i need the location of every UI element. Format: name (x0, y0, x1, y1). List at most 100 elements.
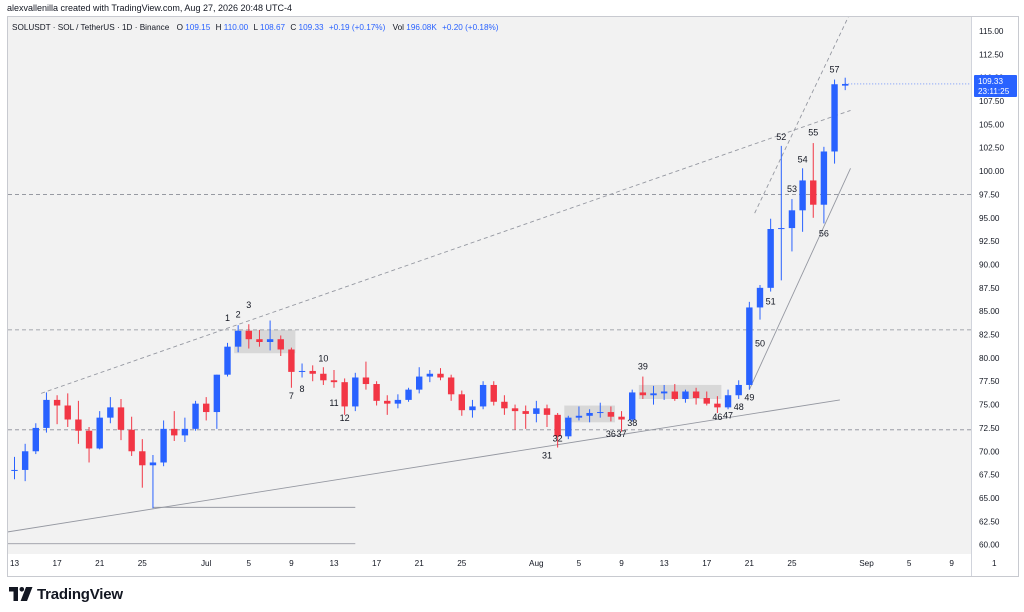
candle (543, 404, 551, 427)
candle (277, 335, 284, 357)
candle-body (277, 339, 284, 350)
last-price-tag-box (974, 74, 1017, 97)
candle (320, 367, 327, 385)
candle-body (820, 151, 828, 205)
time-axis-tick: 21 (415, 559, 425, 568)
tradingview-logo[interactable]: TradingView (9, 584, 123, 604)
candle (330, 370, 338, 388)
candle-body (767, 228, 774, 288)
candle-body (618, 416, 625, 420)
range-box (638, 384, 722, 399)
candle-body (437, 373, 444, 378)
candle (309, 365, 316, 382)
candle-count-label: 47 (723, 410, 733, 420)
time-axis-tick: 5 (907, 559, 912, 568)
range-box (234, 329, 296, 354)
candle-body (181, 428, 189, 436)
last-price-tag: 109.33 23:11:25 (974, 74, 1017, 97)
time-axis-tick: 17 (53, 559, 63, 568)
candle-body (522, 411, 529, 414)
price-axis-tick: 97.50 (979, 190, 1000, 199)
svg-text:SOLUSDT · SOL / TetherUS · 1D: SOLUSDT · SOL / TetherUS · 1D · Binance … (12, 23, 499, 32)
candle-body (203, 403, 210, 413)
low-label: L (253, 23, 258, 32)
candle (213, 374, 221, 429)
candle (107, 397, 114, 424)
candle (53, 395, 61, 425)
candle-count-label: 52 (776, 132, 786, 142)
candle (75, 400, 82, 444)
candle-body (11, 469, 18, 471)
candle-body (64, 405, 71, 420)
candle-body (21, 451, 29, 470)
candle-body (288, 349, 295, 372)
candle (682, 389, 689, 403)
candle-body (341, 382, 348, 407)
candle-count-label: 38 (627, 418, 637, 428)
candle (565, 415, 572, 440)
time-axis-tick: Sep (859, 559, 874, 568)
candle-body (735, 384, 742, 396)
candle (767, 218, 774, 292)
candle (234, 325, 242, 353)
price-axis-tick: 72.50 (979, 424, 1000, 433)
candle-body (703, 398, 710, 404)
candle (756, 285, 764, 320)
candle (426, 370, 434, 383)
candle-body (32, 427, 39, 452)
price-axis-tick: 87.50 (979, 284, 1000, 293)
candle (437, 368, 444, 381)
candle (799, 168, 806, 232)
open-label: O (177, 23, 183, 32)
candle-body (171, 428, 178, 436)
candle-body (266, 339, 274, 343)
chart-panel[interactable]: 1 2 3 7 8 10 11 12 31 32 36 37 38 39 46 47 48 49 50 51 52 53 5… (7, 16, 1019, 577)
candle-body (533, 408, 540, 414)
candle (405, 387, 412, 402)
candle-body (234, 330, 242, 347)
candle (692, 387, 700, 405)
volume-value: 196.08K (406, 23, 437, 32)
candle-count-label: 49 (744, 393, 754, 403)
candle-body (554, 414, 561, 437)
candle-count-label: 2 (236, 309, 241, 319)
candle (788, 199, 796, 252)
candle-body (511, 408, 519, 412)
time-axis-tick: 1 (992, 559, 997, 568)
candle (469, 399, 476, 418)
time-axis-tick: 25 (138, 559, 148, 568)
trend-line (754, 17, 849, 214)
time-axis-tick: 5 (577, 559, 582, 568)
time-axis-tick: 25 (457, 559, 467, 568)
candle-count-label: 37 (617, 429, 627, 439)
candle-body (565, 417, 572, 437)
chart-caption: alexvallenilla created with TradingView.… (7, 3, 292, 13)
candle (842, 77, 849, 91)
candle-count-label: 8 (300, 384, 305, 394)
candle-body (692, 391, 700, 399)
candle-body (458, 394, 465, 411)
time-axis-tick: 9 (289, 559, 294, 568)
candle (11, 456, 18, 480)
candle-count-label: 46 (712, 412, 722, 422)
candle (820, 146, 828, 224)
candle-body (43, 399, 50, 428)
candle (394, 394, 402, 409)
candle (810, 143, 817, 218)
candle (373, 381, 380, 406)
price-axis-tick: 70.00 (979, 447, 1000, 456)
candle-body (298, 370, 306, 372)
candle-body (607, 412, 615, 417)
price-axis-tick: 65.00 (979, 494, 1000, 503)
candle-body (330, 380, 338, 383)
candle (501, 395, 508, 415)
price-axis-tick: 107.50 (979, 97, 1004, 106)
candle-count-label: 32 (553, 434, 563, 444)
candle-count-label: 56 (819, 228, 829, 238)
candle-count-label: 7 (289, 391, 294, 401)
candle-body (778, 228, 785, 230)
brand-name: TradingView (37, 585, 123, 603)
candle-body (160, 428, 167, 463)
candle-body (139, 451, 146, 466)
